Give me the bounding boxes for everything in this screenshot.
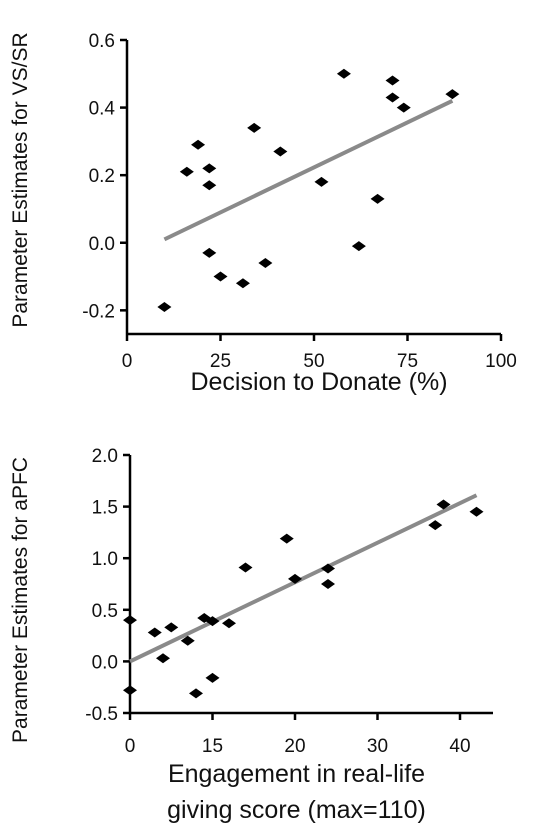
x-axis-label-line: giving score (max=110): [167, 796, 426, 824]
data-point: [123, 685, 137, 696]
data-point: [247, 122, 262, 133]
x-tick-label: 20: [284, 736, 305, 757]
data-point: [288, 573, 302, 584]
x-tick-label: 15: [202, 736, 223, 757]
data-point: [336, 68, 351, 79]
data-point: [321, 563, 335, 574]
data-point: [385, 75, 400, 86]
data-point: [469, 506, 484, 517]
data-point: [445, 89, 460, 100]
data-point: [385, 92, 400, 103]
x-tick-label: 30: [367, 736, 388, 757]
y-tick-label: 0.2: [89, 166, 115, 187]
data-point: [238, 562, 253, 573]
x-tick-label: 0: [125, 736, 136, 757]
data-point: [321, 579, 335, 589]
data-point: [396, 102, 411, 113]
data-point: [123, 615, 137, 626]
regression-line: [163, 99, 454, 242]
data-point: [351, 241, 366, 252]
data-point: [279, 533, 294, 544]
data-point: [370, 193, 385, 204]
data-point: [157, 301, 172, 312]
y-axis-label: Parameter Estimates for VS/SR: [9, 32, 32, 327]
data-point: [202, 180, 217, 191]
data-point: [205, 616, 220, 627]
x-tick-label: 100: [485, 351, 517, 372]
data-point: [314, 176, 329, 187]
data-point: [202, 163, 217, 174]
data-point: [191, 139, 206, 150]
y-tick-label: 0.0: [89, 234, 115, 255]
x-tick-label: 40: [449, 736, 470, 757]
data-point: [273, 146, 288, 157]
x-axis-label-line: Engagement in real-life: [168, 760, 425, 788]
chart-panel-1: -0.2 0.0 0.2 0.4 0.6 0 25 50 75 100 Parameter Esti…: [9, 31, 517, 396]
y-tick-label: 0.6: [89, 31, 115, 52]
x-tick-label: 50: [303, 351, 324, 372]
data-point: [428, 520, 443, 531]
x-tick-label: 25: [210, 351, 231, 372]
data-point: [258, 258, 273, 269]
y-tick-label: 2.0: [92, 446, 118, 467]
regression-line: [129, 493, 478, 664]
y-tick-label: 0.0: [92, 652, 118, 673]
y-axis-label: Parameter Estimates for aPFC: [9, 457, 32, 743]
y-tick-label: 1.0: [92, 549, 118, 570]
y-tick-label: -0.2: [82, 301, 115, 322]
data-point: [205, 672, 220, 683]
y-tick-label: 1.5: [92, 498, 118, 519]
x-tick-label: 0: [122, 351, 133, 372]
data-point: [179, 166, 194, 177]
chart-panel-2: -0.5 0.0 0.5 1.0 1.5 2.0 0 15 20 30 40 Parameter Es…: [9, 446, 493, 824]
data-point: [213, 271, 228, 282]
data-point: [164, 622, 179, 633]
data-point: [436, 499, 451, 510]
data-point: [156, 653, 170, 664]
data-point: [202, 247, 217, 258]
data-point: [189, 688, 203, 699]
data-point: [147, 627, 162, 638]
data-point: [235, 278, 250, 289]
y-tick-label: 0.4: [89, 99, 116, 120]
data-point: [180, 635, 195, 646]
y-tick-label: -0.5: [85, 704, 118, 725]
x-axis-label: Decision to Donate (%): [190, 368, 447, 396]
y-tick-label: 0.5: [92, 601, 118, 622]
data-point: [222, 618, 236, 629]
x-tick-label: 75: [397, 351, 418, 372]
